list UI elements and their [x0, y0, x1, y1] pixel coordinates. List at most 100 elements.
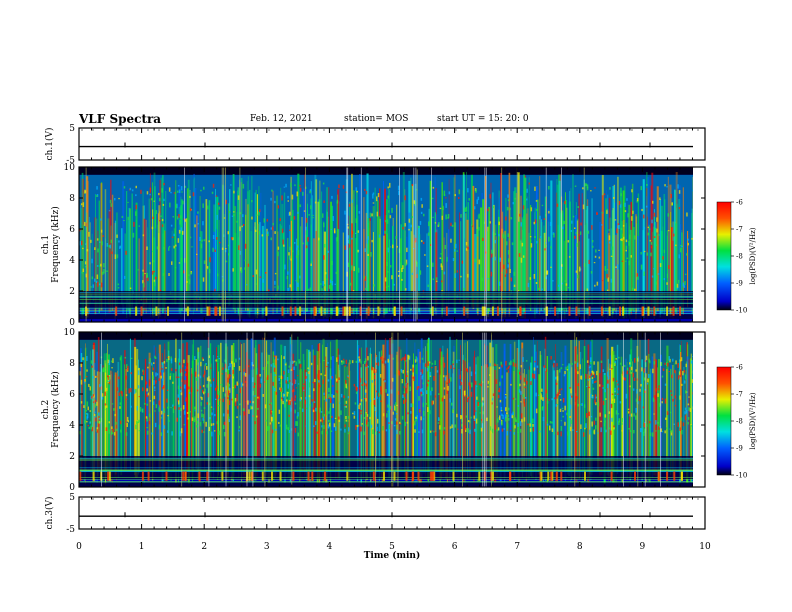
spectrogram-spot [522, 357, 524, 362]
spectrogram-spot [509, 430, 512, 432]
spectrogram-streak [303, 188, 306, 315]
spectrogram-dark-band [79, 314, 693, 319]
spectrogram-spot [324, 243, 326, 248]
spectrogram-spot [558, 284, 560, 287]
spectrogram-spot [414, 420, 416, 426]
spectrogram-burst [206, 306, 209, 316]
spectrogram-spot [321, 288, 323, 293]
spectrogram-streak [420, 338, 423, 479]
spectrogram-streak [601, 195, 604, 306]
spectrogram-streak [405, 236, 408, 315]
spectrogram-spot [359, 387, 361, 390]
spectrogram-spot [449, 426, 452, 429]
spectrogram-spot [405, 288, 407, 291]
spectrogram-spot [356, 387, 358, 392]
spectrogram-spot [135, 204, 137, 210]
spectrogram-top-band [79, 167, 693, 175]
spectrogram-spot [110, 239, 112, 243]
spectrogram-streak [477, 236, 479, 316]
spectrogram-streak [372, 367, 374, 478]
spectrogram-burst [555, 471, 558, 481]
spectrogram-spot [624, 377, 626, 381]
spectrogram-spot [294, 427, 297, 433]
spectrogram-spot [381, 361, 383, 363]
spectrogram-spot [103, 367, 106, 373]
spectrogram-streak [543, 232, 546, 310]
y-tick-label: 6 [69, 225, 75, 235]
spectrogram-spot [586, 413, 588, 418]
spectrogram-spot [90, 286, 92, 288]
spectrogram-spot [254, 421, 256, 425]
spectrogram-spot [623, 236, 625, 240]
spectrogram-streak [297, 336, 299, 476]
spectrogram-streak [505, 197, 507, 313]
spectrogram-spot [327, 250, 329, 253]
spectrogram-streak [544, 196, 547, 306]
spectrogram-spot [419, 270, 422, 275]
spectrogram-spot [266, 218, 269, 222]
spectrogram-spot [443, 375, 445, 378]
spectrogram-streak [261, 352, 263, 474]
spectrogram-streak [239, 179, 240, 309]
spectrogram-spot [308, 371, 310, 375]
spectrogram-spot [266, 231, 269, 234]
spectrogram-spot [611, 246, 614, 250]
spectrogram-spot [206, 205, 209, 210]
spectrogram-spot [184, 400, 187, 402]
spectrogram-streak [522, 373, 525, 471]
spectrogram-spot [562, 398, 565, 403]
spectrogram-spot [87, 406, 89, 411]
spectrogram-streak [246, 181, 248, 316]
spectrogram-spot [80, 363, 82, 367]
spectrogram-spot [309, 287, 312, 291]
spectrogram-spot [410, 224, 412, 228]
spectrogram-streak [279, 224, 281, 305]
spectrogram-burst [608, 306, 611, 316]
spectrogram-spot [201, 413, 203, 418]
spectrogram-spot [587, 230, 590, 234]
spectrogram-spot [512, 362, 515, 367]
spectrogram-streak [566, 207, 568, 305]
spectrogram-spot [202, 358, 204, 361]
spectrogram-streak [558, 180, 561, 313]
spectrogram-spot [212, 235, 215, 239]
spectrogram-streak [297, 173, 300, 311]
spectrogram-spot [344, 245, 347, 250]
spectrogram-burst [551, 471, 554, 481]
spectrogram-spot [166, 359, 168, 363]
spectrogram-spot [487, 208, 489, 212]
spectrogram-spot [329, 279, 332, 284]
spectrogram-spot [648, 374, 650, 378]
spectrogram-spot [160, 372, 162, 376]
spectrogram-spot [487, 278, 489, 280]
spectrogram-spot [406, 247, 408, 253]
spectrogram-spot [506, 423, 509, 429]
spectrogram-spot [281, 228, 284, 234]
spectrogram-spot [420, 197, 423, 201]
spectrogram-spot [351, 265, 353, 271]
spectrogram-streak [343, 365, 346, 472]
spectrogram-streak [287, 238, 289, 314]
spectrogram-streak [415, 374, 418, 484]
spectrogram-spot [237, 195, 240, 200]
spectrogram-spot [366, 420, 368, 425]
spectrogram-streak [678, 199, 681, 307]
spectrogram-spot [154, 281, 156, 287]
spectrogram-spot [272, 381, 274, 386]
spectrogram-spot [503, 264, 505, 269]
spectrogram-streak [474, 234, 477, 308]
spectrogram-spot [332, 216, 334, 221]
spectrogram-spot [667, 362, 669, 367]
spectrogram-spot [639, 388, 641, 392]
spectrogram-spot [169, 373, 172, 378]
spectrogram-spot [526, 198, 528, 201]
spectrogram-spot [214, 387, 217, 391]
spectrogram-spot [111, 426, 113, 430]
spectrogram-spot [313, 425, 315, 428]
spectrogram-streak [548, 221, 550, 305]
spectrogram-spot [170, 407, 172, 409]
spectrogram-spot [446, 256, 448, 262]
spectrogram-streak [338, 367, 341, 478]
spectrogram-spot [602, 369, 605, 373]
spectrogram-spot [137, 370, 140, 376]
